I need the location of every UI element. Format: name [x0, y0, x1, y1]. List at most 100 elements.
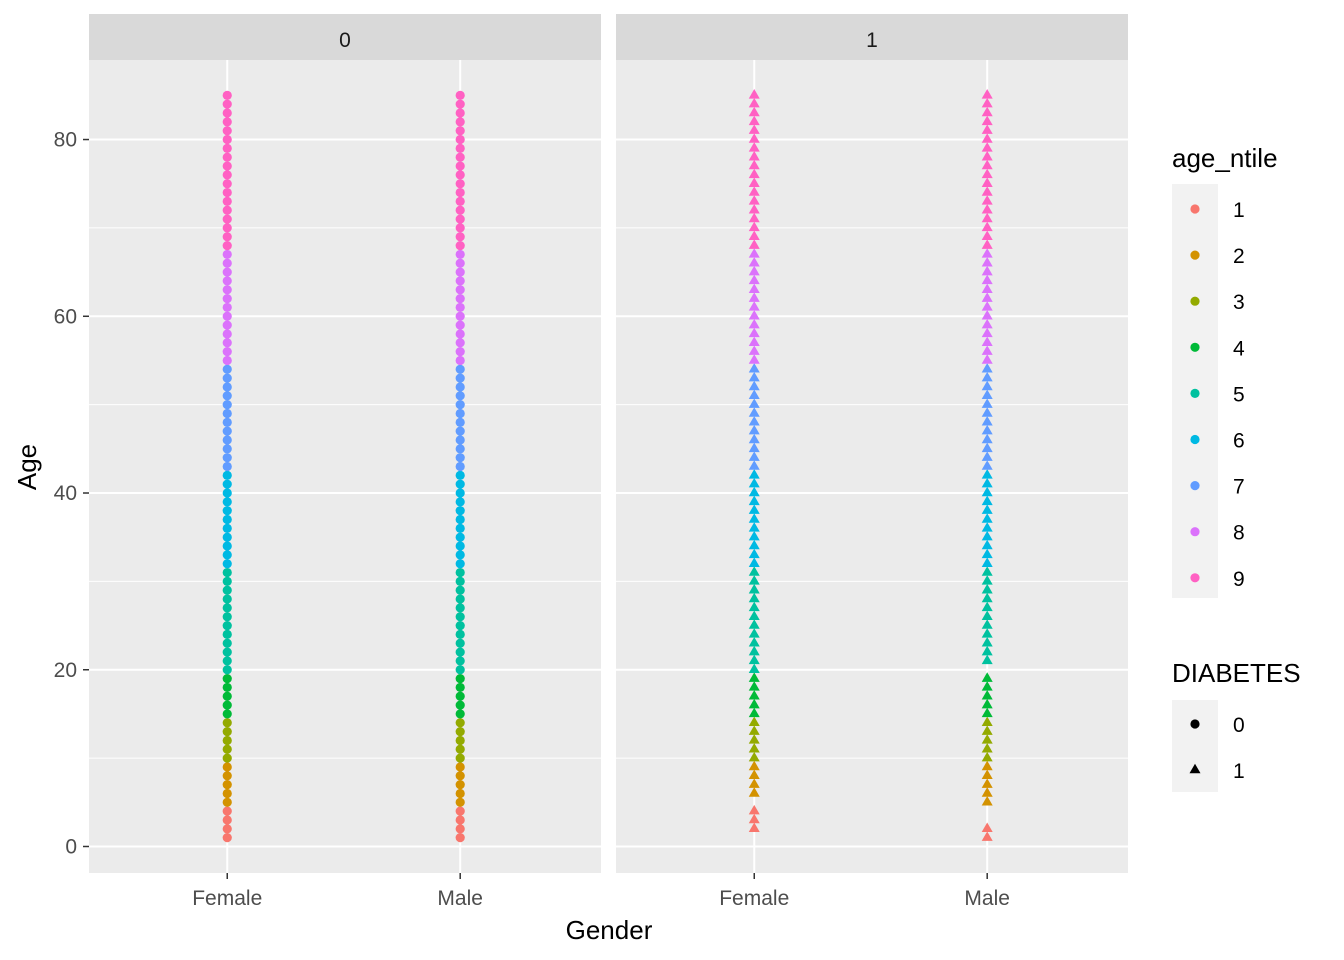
legend-color-key — [1190, 204, 1200, 214]
data-point — [748, 195, 760, 205]
data-point — [748, 389, 760, 400]
data-point — [748, 398, 760, 408]
data-point — [455, 143, 465, 153]
data-point — [222, 143, 232, 153]
data-point — [455, 656, 465, 666]
x-tick-label: Male — [964, 887, 1010, 910]
data-point — [748, 442, 760, 453]
data-point — [748, 681, 760, 691]
data-point — [981, 751, 993, 762]
data-point — [455, 744, 465, 754]
data-point — [455, 108, 465, 118]
data-point — [455, 612, 465, 622]
data-point — [455, 267, 465, 277]
data-point — [748, 804, 760, 815]
data-point — [455, 461, 465, 472]
data-point — [748, 486, 760, 497]
data-point — [455, 161, 465, 171]
y-tick-label: 80 — [54, 129, 77, 152]
data-point — [981, 451, 993, 461]
data-point — [222, 753, 232, 763]
data-point — [981, 601, 993, 612]
data-point — [455, 780, 465, 790]
facet-strip-label: 0 — [339, 29, 351, 52]
data-point — [981, 115, 993, 126]
data-point — [981, 195, 993, 205]
data-point — [981, 495, 993, 506]
data-point — [748, 583, 760, 594]
data-point — [222, 735, 232, 746]
data-point — [222, 453, 232, 463]
data-point — [748, 274, 760, 285]
data-point — [981, 336, 993, 347]
data-point — [748, 248, 760, 258]
data-point — [455, 665, 465, 675]
data-point — [222, 647, 232, 657]
y-tick-label: 40 — [54, 482, 77, 505]
data-point — [981, 645, 993, 656]
data-point — [455, 293, 465, 304]
x-tick-label: Female — [192, 887, 262, 910]
legend-title-age-ntile: age_ntile — [1172, 143, 1278, 173]
data-point — [455, 400, 465, 410]
data-point — [455, 691, 465, 701]
x-axis: Female Male Female Male — [192, 873, 1010, 910]
legend-shape-items: 01 — [1189, 714, 1245, 783]
data-point — [748, 283, 760, 293]
legend-color-items: 1 2 3 4 5 6 7 8 9 — [1190, 199, 1245, 591]
data-point — [222, 771, 232, 781]
data-point — [222, 108, 232, 118]
data-point — [981, 469, 993, 479]
data-point — [748, 168, 760, 179]
legend-color-label: 9 — [1233, 568, 1245, 591]
data-point — [748, 707, 760, 718]
data-point — [748, 548, 760, 559]
data-point — [748, 433, 760, 444]
data-point — [981, 416, 993, 426]
data-point — [981, 265, 993, 276]
data-point — [981, 301, 993, 311]
data-point — [222, 232, 232, 242]
data-point — [981, 725, 993, 735]
data-point — [748, 477, 760, 488]
data-point — [981, 530, 993, 541]
legend-color-key — [1190, 573, 1200, 583]
data-point — [222, 506, 232, 516]
data-point — [981, 742, 993, 753]
data-point — [748, 778, 760, 788]
data-point — [455, 727, 465, 737]
data-point — [455, 771, 465, 781]
data-point — [455, 232, 465, 242]
data-point — [748, 716, 760, 727]
data-point — [748, 159, 760, 170]
data-point — [981, 698, 993, 709]
legend-title-diabetes: DIABETES — [1172, 658, 1301, 688]
data-point — [455, 426, 465, 436]
data-point — [748, 575, 760, 585]
data-point — [222, 550, 232, 560]
data-point — [981, 575, 993, 585]
data-point — [455, 170, 465, 180]
data-point — [455, 338, 465, 348]
data-point — [455, 700, 465, 710]
data-point — [222, 417, 232, 427]
data-point — [222, 780, 232, 790]
data-point — [455, 134, 465, 145]
data-point — [222, 249, 232, 260]
data-point — [455, 594, 465, 604]
data-point — [981, 292, 993, 302]
data-point — [455, 187, 465, 198]
data-point — [981, 371, 993, 382]
legend-shape-label: 0 — [1233, 714, 1245, 737]
data-point — [222, 302, 232, 313]
data-point — [455, 603, 465, 613]
data-point — [981, 539, 993, 550]
data-point — [455, 797, 465, 807]
data-point — [981, 398, 993, 408]
data-point — [748, 354, 760, 364]
data-point — [748, 460, 760, 470]
legend-color-label: 6 — [1233, 430, 1245, 453]
data-point — [748, 636, 760, 647]
data-point — [455, 347, 465, 357]
data-point — [222, 382, 232, 392]
